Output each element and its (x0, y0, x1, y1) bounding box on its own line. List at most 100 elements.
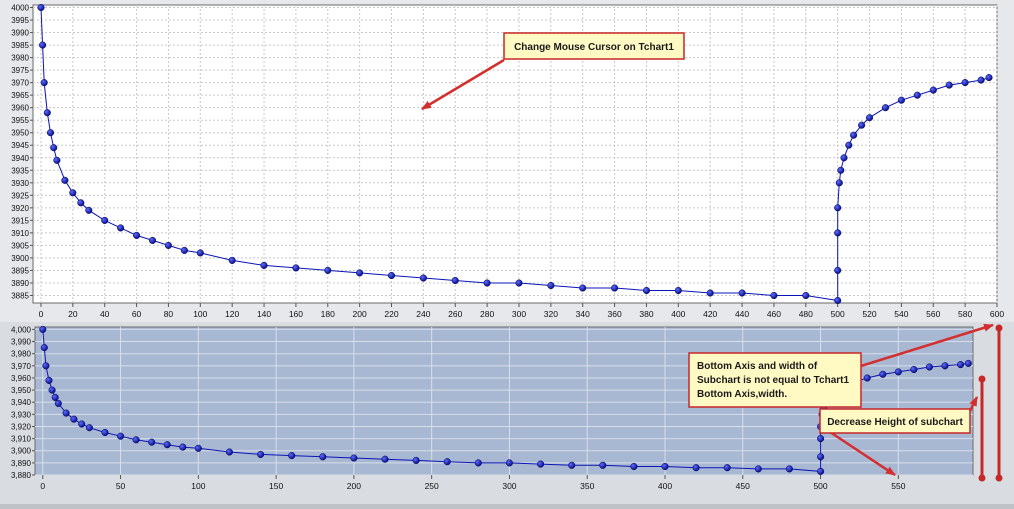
main-data-point[interactable] (985, 74, 993, 82)
main-data-point[interactable] (845, 141, 853, 149)
main-data-point[interactable] (611, 284, 619, 292)
main-data-point[interactable] (738, 289, 746, 297)
main-data-point[interactable] (39, 41, 47, 49)
sub-data-point[interactable] (817, 467, 825, 475)
sub-data-point[interactable] (863, 374, 871, 382)
main-data-point[interactable] (50, 144, 58, 152)
sub-data-point[interactable] (941, 362, 949, 370)
sub-data-point[interactable] (48, 386, 56, 394)
sub-data-point[interactable] (692, 464, 700, 472)
sub-data-point[interactable] (42, 362, 50, 370)
sub-data-point[interactable] (879, 370, 887, 378)
sub-data-point[interactable] (70, 415, 78, 423)
main-data-point[interactable] (945, 81, 953, 89)
main-data-point[interactable] (40, 79, 48, 87)
sub-data-point[interactable] (45, 376, 53, 384)
main-data-point[interactable] (148, 236, 157, 244)
main-data-point[interactable] (961, 79, 969, 87)
sub-data-point[interactable] (817, 435, 825, 443)
main-data-point[interactable] (324, 266, 332, 274)
main-data-point[interactable] (674, 286, 682, 295)
sub-data-point[interactable] (443, 458, 451, 466)
sub-data-point[interactable] (148, 438, 156, 446)
sub-data-point[interactable] (723, 464, 731, 472)
main-data-point[interactable] (43, 109, 51, 117)
main-data-point[interactable] (419, 274, 427, 282)
main-data-point[interactable] (451, 276, 459, 285)
main-data-point[interactable] (356, 269, 364, 277)
sub-data-point[interactable] (40, 344, 48, 352)
sub-data-point[interactable] (894, 368, 902, 376)
main-data-point[interactable] (101, 216, 109, 224)
sub-data-point[interactable] (957, 361, 965, 369)
main-data-point[interactable] (834, 296, 842, 305)
main-data-point[interactable] (834, 229, 842, 237)
main-data-point[interactable] (840, 154, 848, 162)
main-data-point[interactable] (770, 291, 778, 300)
sub-data-point[interactable] (412, 456, 420, 464)
sub-data-point[interactable] (117, 432, 125, 440)
sub-data-point[interactable] (288, 452, 296, 460)
main-data-point[interactable] (706, 289, 714, 297)
main-data-point[interactable] (897, 96, 905, 104)
main-data-point[interactable] (133, 231, 141, 239)
sub-data-point[interactable] (505, 459, 513, 467)
main-data-point[interactable] (46, 129, 55, 137)
main-data-point[interactable] (929, 86, 937, 94)
sub-data-point[interactable] (319, 453, 327, 461)
main-data-point[interactable] (834, 204, 842, 212)
main-data-point[interactable] (37, 3, 45, 12)
main-data-point[interactable] (642, 286, 651, 295)
sub-data-point[interactable] (630, 462, 638, 471)
sub-data-point[interactable] (225, 448, 233, 456)
sub-data-point[interactable] (350, 454, 358, 462)
sub-data-point[interactable] (754, 465, 762, 473)
sub-data-point[interactable] (537, 460, 545, 468)
sub-data-point[interactable] (925, 363, 933, 371)
main-data-point[interactable] (117, 224, 125, 232)
main-data-point[interactable] (180, 246, 188, 254)
main-data-point[interactable] (881, 104, 890, 112)
main-data-point[interactable] (77, 199, 85, 207)
sub-data-point[interactable] (78, 420, 86, 428)
main-data-point[interactable] (547, 281, 555, 290)
main-data-point[interactable] (53, 156, 61, 164)
main-data-point[interactable] (515, 279, 523, 287)
main-data-point[interactable] (228, 256, 236, 264)
sub-data-point[interactable] (910, 365, 918, 374)
sub-data-point[interactable] (132, 436, 140, 444)
main-data-point[interactable] (834, 266, 842, 274)
sub-data-point[interactable] (194, 444, 202, 452)
sub-data-point[interactable] (785, 465, 793, 473)
main-data-point[interactable] (858, 121, 866, 129)
main-data-point[interactable] (913, 91, 921, 99)
sub-data-point[interactable] (257, 450, 265, 458)
main-data-point[interactable] (85, 206, 93, 214)
sub-data-point[interactable] (599, 461, 607, 469)
main-data-point[interactable] (865, 114, 874, 122)
sub-data-point[interactable] (39, 325, 47, 333)
main-data-point[interactable] (483, 279, 491, 287)
main-data-point[interactable] (164, 241, 172, 249)
main-data-point[interactable] (802, 291, 810, 300)
main-data-point[interactable] (260, 261, 268, 269)
sub-data-point[interactable] (381, 455, 389, 463)
main-data-point[interactable] (292, 264, 300, 272)
main-data-point[interactable] (196, 249, 204, 257)
sub-data-point[interactable] (179, 443, 187, 451)
sub-data-point[interactable] (85, 424, 93, 432)
main-data-point[interactable] (387, 271, 396, 280)
sub-data-point[interactable] (817, 453, 825, 461)
sub-data-point[interactable] (163, 441, 171, 449)
main-data-point[interactable] (579, 284, 587, 292)
sub-data-point[interactable] (101, 428, 109, 437)
main-data-point[interactable] (835, 179, 843, 187)
main-data-point[interactable] (61, 176, 69, 184)
sub-data-point[interactable] (51, 393, 59, 401)
sub-data-point[interactable] (54, 399, 62, 407)
main-data-point[interactable] (977, 76, 985, 84)
main-data-point[interactable] (837, 166, 845, 174)
sub-data-point[interactable] (62, 409, 70, 417)
main-data-point[interactable] (850, 131, 858, 139)
sub-data-point[interactable] (474, 459, 482, 467)
